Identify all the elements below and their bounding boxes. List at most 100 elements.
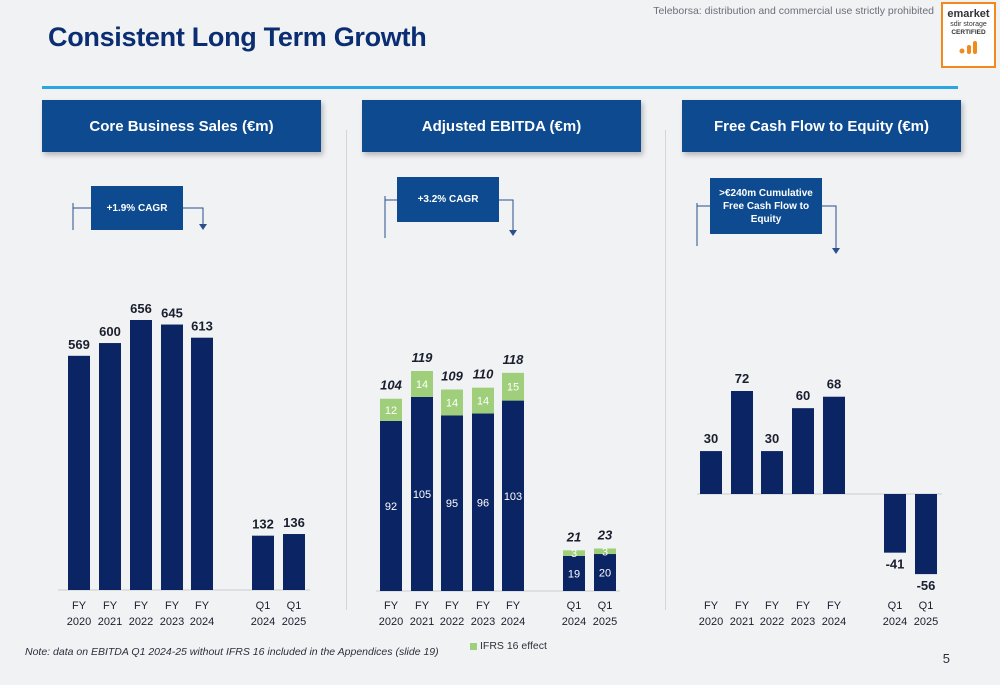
- fcfe-value-label: 30: [704, 431, 718, 446]
- sales-bar: [99, 343, 121, 590]
- sales-chart: 569 600 656 645 613 132 136 FY 2020 FY 2021 FY 2022 F…: [58, 301, 310, 628]
- emarket-storage-logo: emarket sdir storage CERTIFIED: [941, 2, 996, 68]
- sales-chart-title: Core Business Sales (€m): [42, 100, 321, 152]
- logo-line1: emarket: [947, 8, 990, 20]
- ebitda-core-value: 103: [504, 491, 522, 503]
- legend-ifrs-swatch: [470, 642, 477, 650]
- category-label: FY 2021: [98, 600, 122, 628]
- ebitda-ifrs-value: 3: [571, 548, 577, 560]
- category-label: Q1 2024: [562, 600, 586, 628]
- sales-value-label: 136: [283, 515, 305, 530]
- category-label: FY 2020: [379, 600, 403, 628]
- category-label: FY 2020: [699, 600, 723, 628]
- ebitda-total-label: 23: [597, 527, 613, 542]
- fcfe-bar: [700, 451, 722, 494]
- ebitda-core-segment: [411, 396, 433, 591]
- category-label: Q1 2024: [883, 600, 907, 628]
- fcfe-value-label: 72: [735, 371, 749, 386]
- sales-bar: [191, 337, 213, 590]
- category-label: Q1 2025: [914, 600, 938, 628]
- sales-value-label: 613: [191, 319, 213, 334]
- logo-line2: sdir storage: [950, 20, 987, 28]
- category-label: FY 2022: [440, 600, 464, 628]
- ebitda-ifrs-segment: [502, 372, 524, 401]
- title-rule: [42, 86, 958, 89]
- sales-bar: [161, 324, 183, 590]
- page-title: Consistent Long Term Growth: [48, 22, 427, 52]
- fcfe-value-label: -56: [917, 578, 936, 593]
- ebitda-legend: IFRS 16 effect: [470, 640, 547, 652]
- sales-bar: [68, 355, 90, 590]
- fcfe-cumulative-callout: >€240m Cumulative Free Cash Flow to Equi…: [710, 178, 822, 234]
- fcfe-chart-title: Free Cash Flow to Equity (€m): [682, 100, 961, 152]
- sales-cagr-callout: +1.9% CAGR: [91, 186, 183, 230]
- ebitda-total-label: 104: [380, 378, 402, 393]
- fcfe-bar: [792, 408, 814, 494]
- category-label: FY 2022: [760, 600, 784, 628]
- footnote: Note: data on EBITDA Q1 2024-25 without …: [25, 646, 439, 658]
- ebitda-ifrs-segment: [472, 387, 494, 414]
- ebitda-core-segment: [594, 554, 616, 591]
- fcfe-bar: [884, 494, 906, 553]
- category-label: FY 2023: [160, 600, 184, 628]
- page-number: 5: [942, 651, 950, 666]
- fcfe-bar: [761, 451, 783, 494]
- category-label: FY 2021: [410, 600, 434, 628]
- category-label: Q1 2025: [282, 600, 306, 628]
- ebitda-core-value: 95: [446, 498, 458, 510]
- panel-divider: [346, 130, 347, 610]
- distribution-notice: Teleborsa: distribution and commercial u…: [653, 5, 934, 17]
- callout-arrows: [72, 196, 840, 254]
- logo-line3: CERTIFIED: [951, 28, 986, 36]
- sales-bar: [252, 535, 274, 590]
- category-label: FY 2024: [501, 600, 525, 628]
- ebitda-ifrs-value: 12: [385, 405, 397, 417]
- ebitda-total-label: 109: [441, 368, 463, 383]
- ebitda-core-value: 92: [385, 501, 397, 513]
- ebitda-chart: 92 12 104 105 14 119 95 14 109 96 14 110 103 15 118 19 3…: [376, 350, 620, 628]
- ebitda-core-value: 20: [599, 568, 611, 580]
- ebitda-chart-title: Adjusted EBITDA (€m): [362, 100, 641, 152]
- fcfe-value-label: 68: [827, 377, 841, 392]
- panel-divider: [665, 130, 666, 610]
- sales-bar: [130, 320, 152, 590]
- category-label: FY 2023: [471, 600, 495, 628]
- ebitda-total-label: 118: [503, 352, 524, 367]
- sales-value-label: 656: [130, 301, 152, 316]
- sales-bar: [283, 534, 305, 590]
- ebitda-ifrs-value: 15: [507, 382, 519, 394]
- ebitda-core-value: 105: [413, 489, 431, 501]
- sales-value-label: 600: [99, 324, 121, 339]
- fcfe-value-label: 60: [796, 388, 810, 403]
- ebitda-total-label: 21: [566, 529, 581, 544]
- category-label: FY 2021: [730, 600, 754, 628]
- ebitda-core-value: 96: [477, 497, 489, 509]
- ebitda-ifrs-segment: [563, 550, 585, 556]
- fcfe-value-label: 30: [765, 431, 779, 446]
- ebitda-ifrs-value: 14: [416, 379, 428, 391]
- legend-ifrs-label: IFRS 16 effect: [480, 640, 547, 652]
- fcfe-bar: [823, 396, 845, 494]
- ebitda-ifrs-segment: [411, 371, 433, 397]
- ebitda-core-segment: [563, 555, 585, 591]
- ebitda-core-segment: [380, 420, 402, 591]
- ebitda-ifrs-value: 3: [602, 546, 608, 558]
- ebitda-ifrs-value: 14: [446, 397, 458, 409]
- fcfe-bar: [731, 391, 753, 494]
- ebitda-total-label: 110: [473, 367, 494, 382]
- fcfe-bar: [915, 494, 937, 575]
- sales-value-label: 569: [68, 337, 90, 352]
- fcfe-value-label: -41: [886, 557, 905, 572]
- sales-value-label: 132: [252, 517, 274, 532]
- ebitda-core-segment: [441, 415, 463, 591]
- ebitda-total-label: 119: [412, 350, 433, 365]
- ebitda-core-segment: [472, 413, 494, 591]
- ebitda-ifrs-value: 14: [477, 396, 489, 408]
- ebitda-cagr-callout: +3.2% CAGR: [397, 177, 499, 222]
- category-label: FY 2024: [822, 600, 846, 628]
- ebitda-core-value: 19: [568, 568, 580, 580]
- category-label: FY 2020: [67, 600, 91, 628]
- ebitda-ifrs-segment: [594, 548, 616, 555]
- category-label: FY 2024: [190, 600, 214, 628]
